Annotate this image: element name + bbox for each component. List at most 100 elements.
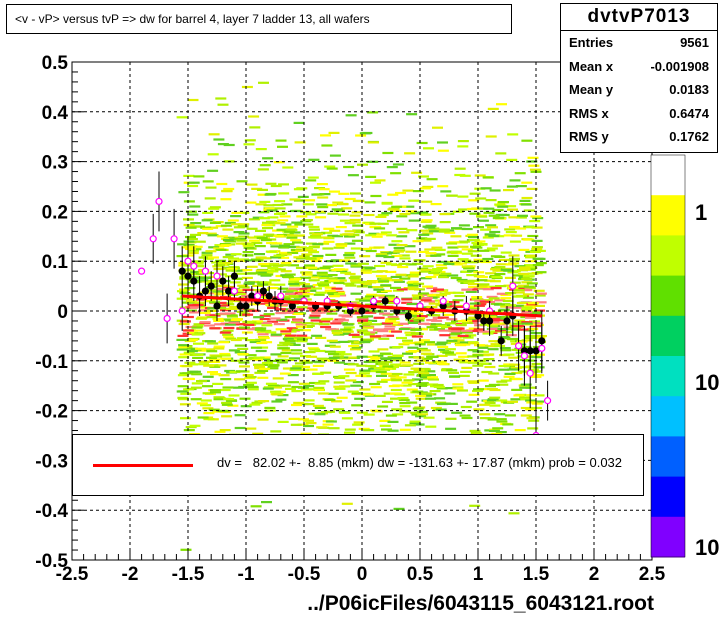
heatmap-cell xyxy=(526,282,538,285)
heatmap-cell xyxy=(511,378,523,381)
heatmap-cell xyxy=(234,414,246,417)
heatmap-cell xyxy=(258,400,270,403)
heatmap-cell xyxy=(290,367,302,370)
heatmap-cell xyxy=(316,357,328,360)
heatmap-cell xyxy=(483,358,495,361)
heatmap-cell xyxy=(336,396,348,399)
heatmap-cell xyxy=(222,329,234,332)
y-tick-label: -0.1 xyxy=(35,352,68,373)
heatmap-cell xyxy=(415,397,427,400)
heatmap-cell xyxy=(515,227,527,230)
heatmap-cell xyxy=(249,126,261,129)
colorbar-frame xyxy=(650,154,686,558)
heatmap-cell xyxy=(186,331,198,334)
heatmap-cell xyxy=(278,192,290,195)
heatmap-cell xyxy=(196,316,208,319)
heatmap-cell xyxy=(515,216,527,219)
heatmap-cell xyxy=(411,328,422,331)
heatmap-cell xyxy=(213,396,225,399)
heatmap-cell xyxy=(317,392,329,395)
heatmap-cell xyxy=(391,372,403,376)
heatmap-cell xyxy=(466,274,478,277)
heatmap-cell xyxy=(496,399,508,402)
heatmap-cell xyxy=(245,201,257,204)
heatmap-cell xyxy=(412,407,424,410)
heatmap-cell xyxy=(353,231,365,234)
heatmap-cell xyxy=(521,311,533,314)
heatmap-cell xyxy=(219,388,231,392)
heatmap-cell xyxy=(318,242,330,245)
heatmap-cell xyxy=(242,374,254,377)
heatmap-cell xyxy=(468,307,480,310)
heatmap-cell xyxy=(299,289,311,292)
heatmap-cell xyxy=(270,353,282,356)
heatmap-cell xyxy=(449,330,461,333)
heatmap-cell xyxy=(486,345,498,348)
heatmap-cell xyxy=(202,385,213,388)
heatmap-cell xyxy=(187,184,199,188)
heatmap-cell xyxy=(274,207,286,210)
heatmap-cell xyxy=(239,326,251,329)
heatmap-cell xyxy=(220,198,232,201)
heatmap-cell xyxy=(185,325,197,329)
heatmap-cell xyxy=(361,323,373,326)
heatmap-cell xyxy=(437,316,449,319)
heatmap-cell xyxy=(503,284,515,287)
heatmap-cell xyxy=(365,249,377,253)
heatmap-cell xyxy=(324,286,336,289)
heatmap-cell xyxy=(279,264,291,267)
heatmap-cell xyxy=(488,321,500,324)
heatmap-cell xyxy=(192,261,204,264)
stats-label: RMS y xyxy=(569,129,609,144)
heatmap-cell xyxy=(363,413,375,416)
heatmap-cell xyxy=(523,209,535,212)
heatmap-cell xyxy=(359,369,371,372)
heatmap-cell xyxy=(496,292,508,295)
heatmap-cell xyxy=(193,175,205,178)
heatmap-cell xyxy=(448,371,459,374)
heatmap-cell xyxy=(213,345,225,348)
heatmap-cell xyxy=(500,349,512,352)
heatmap-cell xyxy=(355,298,367,301)
heatmap-cell xyxy=(267,384,279,387)
heatmap-cell xyxy=(312,364,324,367)
heatmap-cell xyxy=(509,179,521,182)
heatmap-cell xyxy=(495,263,507,266)
heatmap-cell xyxy=(508,216,520,219)
heatmap-cell xyxy=(184,361,196,364)
y-tick-label: -0.2 xyxy=(35,402,68,423)
heatmap-cell xyxy=(421,357,433,360)
heatmap-cell xyxy=(513,291,525,294)
heatmap-cell xyxy=(340,328,352,331)
heatmap-cell xyxy=(456,278,468,282)
data-point-magenta xyxy=(163,314,171,323)
heatmap-cell xyxy=(498,213,510,217)
heatmap-cell xyxy=(534,294,546,297)
heatmap-cell xyxy=(190,386,202,389)
heatmap-cell xyxy=(202,211,214,214)
heatmap-cell xyxy=(226,314,238,317)
heatmap-cell xyxy=(313,388,325,391)
heatmap-cell xyxy=(206,350,218,353)
heatmap-cell xyxy=(388,317,400,320)
heatmap-cell xyxy=(373,294,385,297)
heatmap-cell xyxy=(402,364,414,367)
heatmap-cell xyxy=(357,262,369,265)
plot-title: <v - vP> versus tvP => dw for barrel 4, … xyxy=(6,4,512,34)
heatmap-cell xyxy=(498,308,510,311)
heatmap-cell xyxy=(207,371,218,374)
heatmap-cell xyxy=(179,288,190,291)
heatmap-cell xyxy=(456,262,468,265)
heatmap-cell xyxy=(485,417,497,420)
heatmap-cell xyxy=(377,348,389,351)
heatmap-cell xyxy=(191,245,203,248)
heatmap-cell xyxy=(243,300,255,303)
heatmap-cell xyxy=(254,328,266,331)
heatmap-cell xyxy=(282,166,294,169)
heatmap-cell xyxy=(302,223,314,226)
heatmap-cell xyxy=(358,427,370,430)
heatmap-cell xyxy=(289,368,301,372)
heatmap-cell xyxy=(414,288,425,291)
heatmap-cell xyxy=(308,276,320,279)
heatmap-cell xyxy=(495,418,507,421)
